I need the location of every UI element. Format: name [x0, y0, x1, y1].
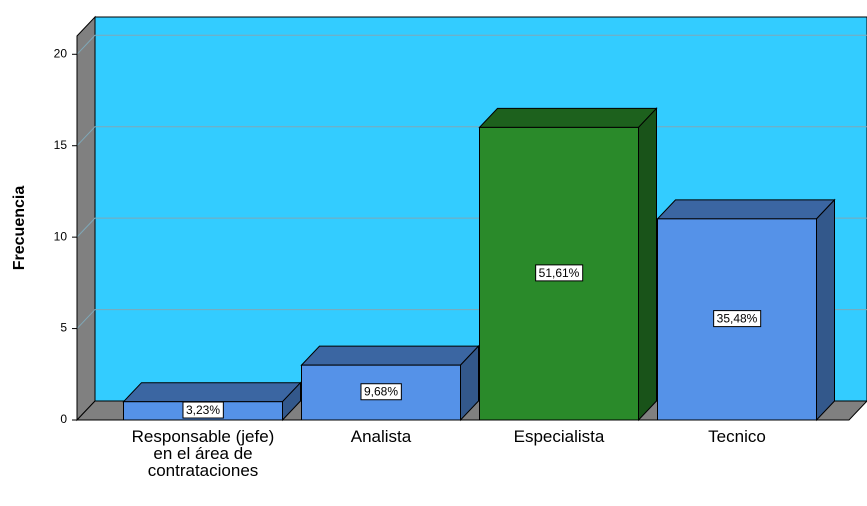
- left-wall: [76, 15, 96, 422]
- y-tick-label: 20: [54, 46, 68, 60]
- y-tick-label: 0: [60, 412, 67, 426]
- bar-top: [122, 382, 302, 403]
- x-tick-label: Responsable (jefe) en el área de contrat…: [131, 427, 275, 480]
- bar-top: [478, 107, 658, 128]
- value-label: 35,48%: [717, 312, 758, 326]
- value-label: 51,61%: [539, 266, 580, 280]
- value-label-box: [360, 383, 402, 401]
- y-axis-title: Frecuencia: [11, 186, 28, 271]
- bar-top: [656, 199, 836, 220]
- value-label: 9,68%: [364, 385, 398, 399]
- grid-line: [76, 34, 867, 55]
- value-label: 3,23%: [186, 403, 220, 417]
- y-tick-label: 5: [60, 321, 67, 335]
- value-label-box: [535, 264, 584, 282]
- x-tick-label: Tecnico: [708, 427, 766, 446]
- x-tick-label: Analista: [350, 427, 412, 446]
- x-tick-label: Especialista: [513, 427, 605, 446]
- value-label-box: [713, 310, 762, 328]
- bar-top: [300, 345, 480, 366]
- bar-side: [638, 107, 657, 422]
- y-tick-label: 15: [54, 138, 68, 152]
- bar-side: [816, 198, 835, 422]
- y-tick-label: 10: [54, 229, 68, 243]
- value-label-box: [182, 401, 224, 419]
